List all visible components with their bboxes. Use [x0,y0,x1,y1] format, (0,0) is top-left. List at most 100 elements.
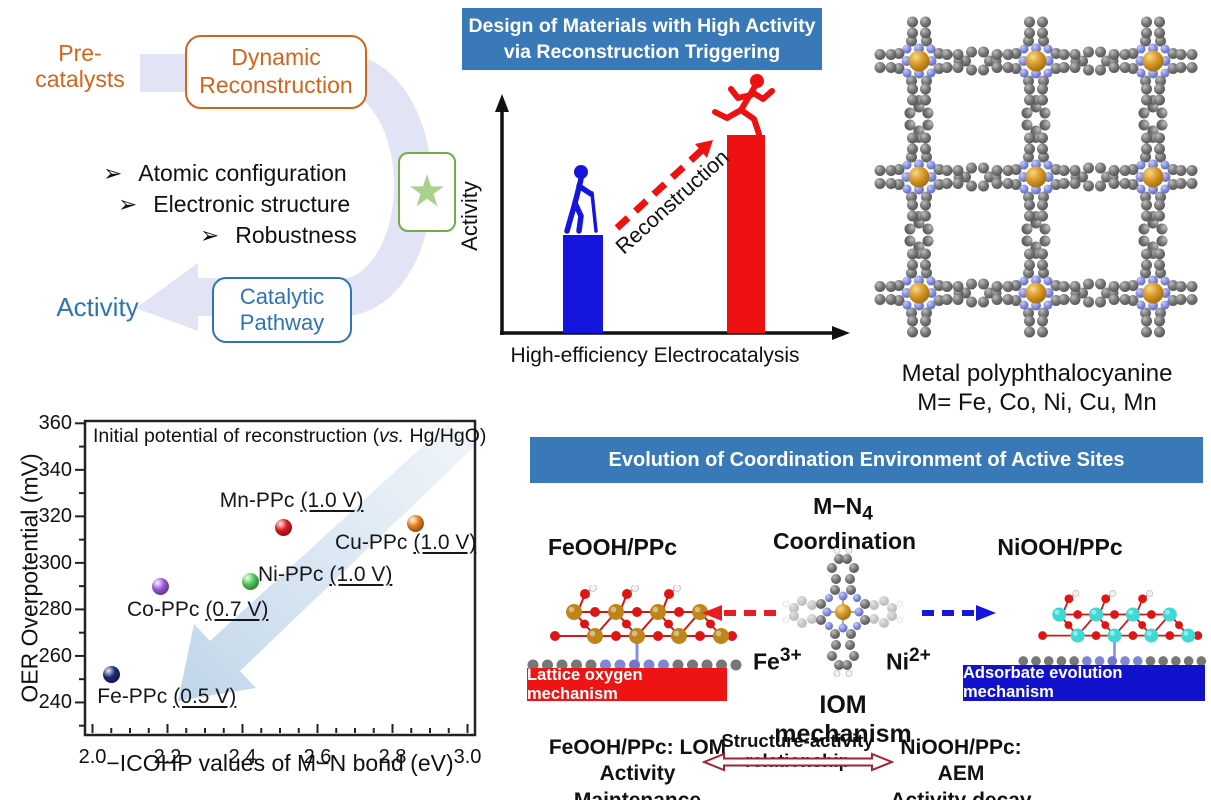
bar-chart-y-label: Activity [457,181,482,251]
catalytic-pathway-box: Catalytic Pathway [212,277,352,343]
lattice-caption: Metal polyphthalocyanine M= Fe, Co, Ni, … [872,360,1202,418]
bullet-robustness: ➢ Robustness [200,222,357,249]
fe-ion-base: Fe [753,648,780,675]
point-potential: (0.7 V) [205,598,269,622]
dynamic-line1: Dynamic [231,44,321,71]
x-tick-label: 2.8 [378,746,407,768]
lattice-caption-line2: M= Fe, Co, Ni, Cu, Mn [917,388,1157,416]
scatter-frame [75,419,477,737]
data-point-Fe-PPc [102,666,120,684]
y-axis-arrowhead-icon [495,94,509,112]
double-headed-arrow-icon [702,752,894,772]
x-tick-label: 2.0 [78,746,107,768]
precatalysts-line2: catalysts [35,66,125,93]
point-label-Co-PPc: Co-PPc (0.7 V) [127,598,268,622]
data-point-Mn-PPc [275,519,293,537]
point-potential: (1.0 V) [413,531,477,555]
phthalocyanine-molecule [782,548,904,677]
ni-ion-sup: 2+ [909,645,931,666]
scatter-y-axis-label: OER Overpotential (mV) [16,453,43,703]
activity-bar-chart [495,74,850,340]
bullet-text: Electronic structure [153,191,351,217]
x-axis-arrowhead-icon [832,326,850,340]
catalytic-line1: Catalytic [239,283,325,309]
design-banner-line1: Design of Materials with High Activity [468,14,816,37]
point-potential: (1.0 V) [300,488,364,512]
data-point-Ni-PPc [241,572,259,590]
y-tick-label: 320 [38,505,72,528]
point-name: Cu-PPc [335,531,408,555]
niooh-aem-line1: NiOOH/PPc: AEM [900,736,1022,786]
scatter-annotation: Initial potential of reconstruction (vs.… [93,425,486,448]
fe-ion-label: Fe3+ [753,645,802,676]
point-label-Fe-PPc: Fe-PPc (0.5 V) [97,685,236,709]
x-tick-label: 3.0 [453,746,482,768]
star-badge: ★ [398,152,456,232]
point-potential: (0.5 V) [173,684,237,708]
bullet-text: Robustness [235,222,357,248]
point-label-Cu-PPc: Cu-PPc (1.0 V) [335,531,476,555]
annotation-italic: vs. [379,425,405,447]
y-tick-label: 300 [38,551,72,574]
x-tick-label: 2.2 [153,746,182,768]
bullet-atomic-configuration: ➢ Atomic configuration [103,160,347,187]
runner-icon [712,74,775,137]
bar-chart-x-label: High-efficiency Electrocatalysis [510,344,800,367]
polyphthalocyanine-lattice [874,16,1198,338]
arrow-bullet-icon: ➢ [200,222,220,248]
precatalysts-label: Pre- catalysts [28,40,132,93]
y-tick-label: 360 [38,412,72,435]
annotation-pre: Initial potential of reconstruction ( [93,425,380,447]
design-banner: Design of Materials with High Activity v… [462,8,822,70]
point-label-Mn-PPc: Mn-PPc (1.0 V) [220,489,364,513]
y-tick-label: 280 [38,598,72,621]
iom-mechanism-label: IOM mechanism [774,691,912,748]
feooh-heading: FeOOH/PPc [547,534,678,560]
coordination-line: Coordination [773,527,917,554]
y-tick-label: 240 [38,691,72,714]
x-tick-label: 2.4 [228,746,257,768]
activity-label: Activity [56,292,139,322]
mn4-coordination-heading: M−N4 Coordination [773,492,917,555]
scatter-plot: Initial potential of reconstruction (vs.… [0,395,500,800]
elderly-person-icon [564,165,598,234]
ni-ion-base: Ni [886,648,909,675]
data-point-Cu-PPc [406,514,424,532]
star-icon: ★ [407,167,447,216]
evolution-banner: Evolution of Coordination Environment of… [530,437,1203,483]
niooh-aem-note: NiOOH/PPc: AEM Activity decay [880,735,1042,800]
high-activity-bar [727,135,765,333]
point-label-Ni-PPc: Ni-PPc (1.0 V) [258,563,392,587]
feooh-lom-line1: FeOOH/PPc: LOM [548,736,727,759]
niooh-aem-line2: Activity decay [890,788,1032,800]
point-name: Mn-PPc [219,488,295,512]
reconstruction-arrow [614,147,705,231]
y-tick-label: 340 [38,458,72,481]
catalytic-line2: Pathway [239,310,325,335]
y-tick-label: 260 [38,644,72,667]
aem-dashed-arrow-icon [922,605,996,621]
lattice-caption-line1: Metal polyphthalocyanine [901,360,1173,387]
precatalysts-line1: Pre- [58,40,102,66]
data-point-Co-PPc [151,577,169,595]
reconstruction-arrowhead-icon [695,140,713,158]
arrow-bullet-icon: ➢ [118,191,138,217]
point-name: Ni-PPc [258,563,324,587]
low-activity-bar [563,235,603,333]
ni-ion-label: Ni2+ [886,645,931,676]
lattice-oxygen-mechanism-box: Lattice oxygen mechanism [527,666,727,703]
mn4-sub: 4 [862,503,873,525]
mn4-main: M−N [813,493,863,519]
lom-dashed-arrow-icon [702,605,776,621]
dynamic-line2: Reconstruction [199,72,353,98]
design-banner-line2: via Reconstruction Triggering [503,41,781,63]
feooh-lom-line2: Activity Maintenance [573,762,702,800]
point-potential: (1.0 V) [329,563,393,587]
bullet-text: Atomic configuration [138,160,347,186]
trend-arrow-icon [178,423,475,701]
fe-ion-sup: 3+ [779,645,802,666]
dynamic-reconstruction-box: Dynamic Reconstruction [185,35,367,109]
point-name: Co-PPc [127,598,200,622]
arrow-bullet-icon: ➢ [103,160,123,186]
